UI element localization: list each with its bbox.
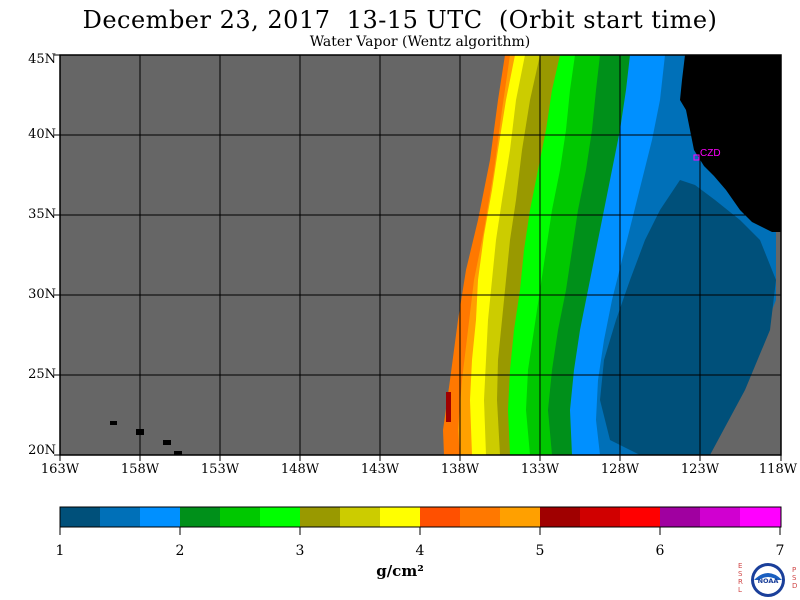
lat-label-40n: 40N: [28, 127, 56, 142]
swath-dark-blue: [600, 180, 776, 455]
lon-label-123w: 123W: [680, 462, 720, 477]
colorbar-swatch: [420, 507, 461, 527]
colorbar-swatch: [700, 507, 741, 527]
colorbar-label-2: 2: [175, 543, 185, 559]
lon-label-148w: 148W: [280, 462, 320, 477]
colorbar-swatch: [580, 507, 621, 527]
colorbar-label-1: 1: [55, 543, 65, 559]
noaa-emblem-icon: NOAA: [751, 563, 785, 597]
lat-lon-grid: [60, 55, 781, 455]
island-1: [110, 421, 117, 425]
colorbar-label-7: 7: [775, 543, 785, 559]
map-frame: [59, 54, 782, 456]
lon-label-138w: 138W: [440, 462, 480, 477]
colorbar-swatch: [60, 507, 101, 527]
lon-label-128w: 128W: [600, 462, 640, 477]
colorbar-swatch: [300, 507, 341, 527]
lon-label-153w: 153W: [200, 462, 240, 477]
map-title: December 23, 2017 13-15 UTC (Orbit start…: [82, 6, 718, 34]
lat-label-20n: 20N: [28, 443, 56, 458]
colorbar-swatch: [140, 507, 181, 527]
lon-label-133w: 133W: [520, 462, 560, 477]
colorbar-swatch: [540, 507, 581, 527]
lat-label-35n: 35N: [28, 207, 56, 222]
colorbar-units: g/cm²: [376, 562, 424, 580]
colorbar-swatch: [660, 507, 701, 527]
station-marker: [693, 154, 700, 161]
colorbar-swatch: [180, 507, 221, 527]
colorbar-ticks: [59, 527, 781, 535]
lat-label-45n: 45N: [28, 52, 56, 67]
colorbar-swatch: [620, 507, 661, 527]
island-3: [163, 440, 171, 445]
colorbar-swatch: [380, 507, 421, 527]
station-label: CZD: [700, 148, 721, 159]
lon-label-158w: 158W: [120, 462, 160, 477]
lon-label-143w: 143W: [360, 462, 400, 477]
island-4: [174, 451, 182, 455]
colorbar-swatch: [260, 507, 301, 527]
land-north-america: [680, 55, 781, 232]
lon-label-118w: 118W: [758, 462, 798, 477]
colorbar-swatch: [500, 507, 541, 527]
logo-text: NOAA: [758, 577, 779, 585]
lon-label-163w: 163W: [40, 462, 80, 477]
colorbar-swatch: [740, 507, 781, 527]
colorbar-label-6: 6: [655, 543, 665, 559]
colorbar-swatch: [220, 507, 261, 527]
colorbar-swatch: [460, 507, 501, 527]
colorbar-swatch: [340, 507, 381, 527]
map-subtitle: Water Vapor (Wentz algorithm): [309, 34, 531, 50]
colorbar-label-4: 4: [415, 543, 425, 559]
colorbar-swatch: [100, 507, 141, 527]
colorbar-label-5: 5: [535, 543, 545, 559]
high-vapor-speck: [446, 392, 451, 422]
colorbar-label-3: 3: [295, 543, 305, 559]
lat-label-25n: 25N: [28, 367, 56, 382]
lat-label-30n: 30N: [28, 287, 56, 302]
map-ticks: [54, 54, 782, 461]
colorbar: [60, 507, 781, 527]
